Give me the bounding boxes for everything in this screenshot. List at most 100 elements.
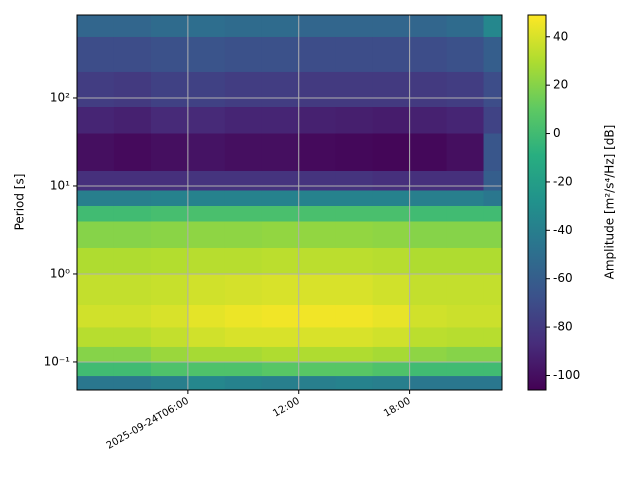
heatmap-cell xyxy=(446,326,485,347)
y-tick-label: 10¹ xyxy=(50,178,70,192)
heatmap-cell xyxy=(224,375,263,391)
heatmap-cell xyxy=(187,106,226,134)
heatmap-cell xyxy=(113,375,152,391)
colorbar-tick-label: -60 xyxy=(553,271,573,285)
heatmap-cell xyxy=(150,346,189,363)
heatmap-cell xyxy=(77,205,115,222)
heatmap-cell xyxy=(483,247,503,275)
heatmap-cell xyxy=(187,36,226,72)
heatmap-cell xyxy=(261,326,300,347)
heatmap-cell xyxy=(113,132,152,171)
heatmap-cell xyxy=(446,220,485,248)
heatmap-cell xyxy=(224,346,263,363)
heatmap-cell xyxy=(77,326,115,347)
heatmap-cell xyxy=(298,273,337,305)
heatmap-cell xyxy=(113,326,152,347)
heatmap-cell xyxy=(224,15,263,37)
heatmap-cell xyxy=(372,15,411,37)
heatmap-cell xyxy=(483,36,503,72)
heatmap-cell xyxy=(372,346,411,363)
y-tick-label: 10⁻¹ xyxy=(44,354,71,368)
heatmap-cell xyxy=(113,346,152,363)
heatmap-cell xyxy=(409,326,448,347)
heatmap-cell xyxy=(483,132,503,171)
heatmap-cell xyxy=(113,304,152,328)
heatmap-cell xyxy=(77,304,115,328)
heatmap-cell xyxy=(372,170,411,191)
heatmap-cell xyxy=(483,346,503,363)
heatmap-cell xyxy=(335,304,374,328)
heatmap-cell xyxy=(77,273,115,305)
heatmap-cell xyxy=(187,170,226,191)
heatmap-cell xyxy=(298,346,337,363)
heatmap-cell xyxy=(224,273,263,305)
heatmap-cell xyxy=(77,106,115,134)
heatmap-cell xyxy=(483,326,503,347)
heatmap-cell xyxy=(446,361,485,377)
heatmap-cell xyxy=(298,205,337,222)
colorbar-tick-label: -20 xyxy=(553,174,573,188)
heatmap-cell xyxy=(335,36,374,72)
heatmap-cell xyxy=(483,273,503,305)
heatmap-cell xyxy=(372,106,411,134)
colorbar-label: Amplitude [m²/s⁴/Hz] [dB] xyxy=(603,125,617,280)
heatmap-cell xyxy=(224,36,263,72)
heatmap-cell xyxy=(261,15,300,37)
heatmap-cell xyxy=(483,205,503,222)
y-axis-label: Period [s] xyxy=(13,174,27,231)
heatmap-cell xyxy=(150,189,189,206)
heatmap-cell xyxy=(298,189,337,206)
heatmap-cell xyxy=(335,170,374,191)
heatmap-cell xyxy=(224,132,263,171)
heatmap-cell xyxy=(298,71,337,108)
heatmap-cell xyxy=(298,304,337,328)
heatmap-cell xyxy=(483,375,503,391)
heatmap-cell xyxy=(150,36,189,72)
heatmap-cell xyxy=(150,205,189,222)
heatmap-cell xyxy=(113,189,152,206)
heatmap-cell xyxy=(446,205,485,222)
heatmap-cell xyxy=(335,189,374,206)
colorbar-tick-label: -100 xyxy=(553,368,580,382)
heatmap-cell xyxy=(409,132,448,171)
heatmap-cell xyxy=(335,15,374,37)
heatmap-cell xyxy=(409,71,448,108)
heatmap-cell xyxy=(372,247,411,275)
heatmap-cell xyxy=(409,205,448,222)
heatmap-cell xyxy=(298,220,337,248)
heatmap-cell xyxy=(77,375,115,391)
heatmap-cell xyxy=(113,247,152,275)
heatmap-cell xyxy=(335,71,374,108)
heatmap-cell xyxy=(261,304,300,328)
heatmap-cell xyxy=(446,273,485,305)
heatmap-cell xyxy=(150,273,189,305)
heatmap-cell xyxy=(409,15,448,37)
heatmap-cell xyxy=(187,15,226,37)
heatmap-cell xyxy=(187,326,226,347)
heatmap-cell xyxy=(335,361,374,377)
heatmap-cell xyxy=(150,326,189,347)
heatmap-cell xyxy=(298,375,337,391)
heatmap-cell xyxy=(446,15,485,37)
heatmap-cell xyxy=(372,326,411,347)
colorbar-tick-label: 0 xyxy=(553,126,561,140)
y-tick-label: 10² xyxy=(50,90,70,104)
heatmap-cell xyxy=(187,205,226,222)
heatmap-cell xyxy=(77,132,115,171)
heatmap-cell xyxy=(261,346,300,363)
heatmap-cell xyxy=(150,361,189,377)
heatmap-cell xyxy=(187,346,226,363)
heatmap-cell xyxy=(150,375,189,391)
heatmap-cell xyxy=(483,361,503,377)
heatmap-cell xyxy=(409,247,448,275)
heatmap-cell xyxy=(372,36,411,72)
heatmap-cell xyxy=(446,71,485,108)
heatmap-cell xyxy=(150,71,189,108)
heatmap-cell xyxy=(483,170,503,191)
heatmap-cell xyxy=(409,220,448,248)
heatmap-cell xyxy=(150,247,189,275)
x-tick-label: 12:00 xyxy=(271,396,301,420)
heatmap-cell xyxy=(298,361,337,377)
heatmap-cell xyxy=(483,106,503,134)
